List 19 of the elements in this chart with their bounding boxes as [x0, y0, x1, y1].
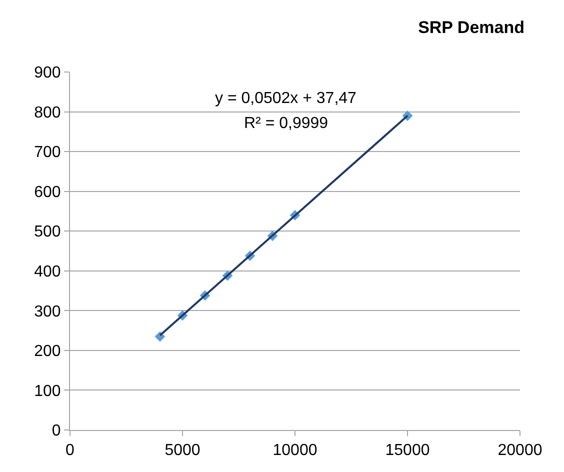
annotation: y = 0,0502x + 37,47 [215, 90, 357, 107]
y-tick-label: 200 [34, 343, 61, 360]
y-tick-label: 900 [34, 64, 61, 82]
annotation: R² = 0,9999 [244, 115, 328, 132]
y-tick-label: 100 [34, 382, 61, 400]
x-tick-label: 10000 [272, 442, 318, 460]
point [154, 331, 166, 342]
y-tick-label: 300 [34, 303, 61, 320]
x-tick-label: 0 [66, 442, 75, 460]
x-tick-label: 5000 [164, 442, 200, 460]
y-tick-label: 400 [34, 263, 61, 280]
x-tick-label: 20000 [498, 442, 542, 460]
y-tick-label: 600 [34, 184, 61, 201]
x-tick-label: 15000 [385, 442, 430, 460]
y-tick-label: 0 [52, 422, 61, 440]
chart-title: SRP Demand [418, 18, 525, 38]
y-tick-label: 800 [34, 104, 61, 122]
y-tick-label: 700 [34, 144, 61, 162]
y-tick-label: 500 [34, 224, 61, 241]
